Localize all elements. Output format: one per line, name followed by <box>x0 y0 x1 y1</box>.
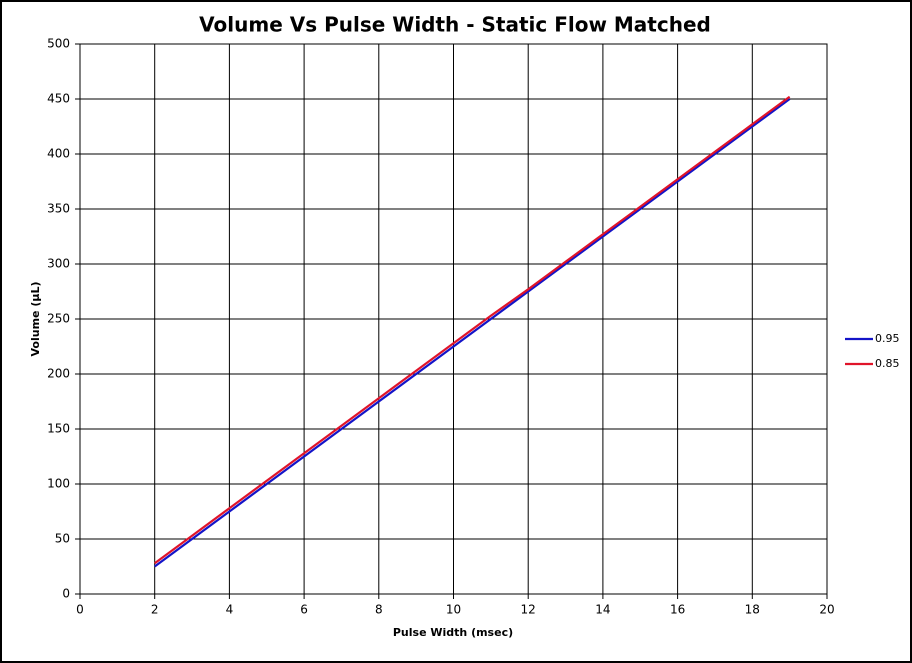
y-tick-label: 500 <box>47 37 70 51</box>
x-tick-label: 0 <box>76 603 84 617</box>
x-tick-label: 10 <box>446 603 461 617</box>
legend-label: 0.95 <box>875 332 900 345</box>
legend-label: 0.85 <box>875 357 900 370</box>
x-tick-label: 2 <box>151 603 159 617</box>
y-tick-label: 400 <box>47 147 70 161</box>
y-tick-label: 300 <box>47 257 70 271</box>
chart-title: Volume Vs Pulse Width - Static Flow Matc… <box>199 13 711 37</box>
x-tick-label: 18 <box>745 603 760 617</box>
y-tick-label: 150 <box>47 422 70 436</box>
y-tick-label: 450 <box>47 92 70 106</box>
x-tick-label: 4 <box>226 603 234 617</box>
y-tick-label: 350 <box>47 202 70 216</box>
series-line <box>154 98 791 568</box>
x-tick-label: 14 <box>595 603 610 617</box>
x-tick-label: 8 <box>375 603 383 617</box>
x-tick-label: 12 <box>521 603 536 617</box>
x-tick-label: 20 <box>819 603 834 617</box>
x-tick-label: 6 <box>300 603 308 617</box>
y-tick-label: 50 <box>55 532 70 546</box>
y-tick-label: 200 <box>47 367 70 381</box>
y-tick-label: 250 <box>47 312 70 326</box>
plot-area <box>79 43 828 595</box>
y-axis-label: Volume (µL) <box>29 282 42 357</box>
x-axis-label: Pulse Width (msec) <box>393 626 513 639</box>
y-tick-label: 100 <box>47 477 70 491</box>
series-line <box>154 95 791 565</box>
x-tick-label: 16 <box>670 603 685 617</box>
y-tick-label: 0 <box>62 587 70 601</box>
